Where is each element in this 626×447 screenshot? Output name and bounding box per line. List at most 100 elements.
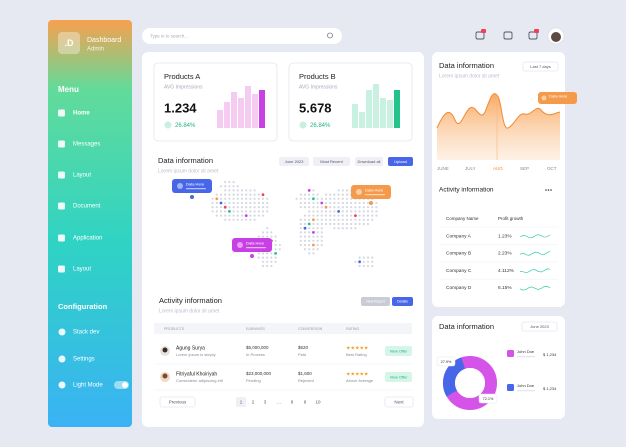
map-tooltip bbox=[232, 238, 272, 252]
map-dot bbox=[228, 201, 231, 205]
tooltip-line bbox=[246, 247, 266, 249]
map-dot bbox=[211, 197, 214, 200]
map-dot bbox=[345, 222, 349, 226]
map-dot bbox=[333, 197, 336, 200]
page-number[interactable]: 1 bbox=[240, 399, 243, 404]
map-dot bbox=[366, 222, 370, 226]
filter[interactable] bbox=[313, 157, 350, 166]
map-dot bbox=[312, 218, 315, 222]
map-dot bbox=[261, 201, 265, 205]
map-dot bbox=[219, 214, 223, 217]
map-dot bbox=[354, 260, 357, 263]
map-dot bbox=[329, 206, 332, 209]
sparkline bbox=[519, 250, 551, 256]
mini-bar bbox=[380, 98, 386, 128]
menu-item[interactable]: Application bbox=[73, 236, 102, 242]
donut-filter[interactable] bbox=[522, 322, 557, 331]
filter[interactable] bbox=[279, 157, 309, 166]
config-item[interactable]: Settings bbox=[73, 357, 95, 363]
row-earnings: $23,000,000 bbox=[246, 371, 272, 376]
map-dot bbox=[228, 185, 231, 188]
map-dot bbox=[253, 218, 256, 221]
map-dot bbox=[244, 214, 248, 218]
menu-item[interactable]: Home bbox=[73, 111, 90, 117]
map-dot bbox=[224, 218, 227, 221]
action-button[interactable] bbox=[392, 297, 413, 306]
mini-bar bbox=[359, 112, 365, 128]
more-dot bbox=[550, 189, 552, 191]
menu-icon bbox=[58, 202, 65, 210]
config-item[interactable]: Stack dev bbox=[73, 330, 99, 336]
page-number[interactable]: 8 bbox=[291, 399, 294, 404]
map-tooltip bbox=[351, 185, 391, 199]
map-dot bbox=[345, 201, 349, 205]
mini-bar bbox=[231, 92, 237, 128]
map-dot bbox=[223, 205, 227, 209]
product-title: Products A bbox=[164, 72, 200, 81]
page-number[interactable]: ... bbox=[277, 399, 281, 404]
map-dot bbox=[215, 214, 218, 217]
map-dot bbox=[266, 264, 269, 268]
config-item[interactable]: Light Mode bbox=[73, 383, 103, 389]
map-dot bbox=[308, 197, 311, 200]
map-dot bbox=[299, 231, 302, 234]
map-dot bbox=[299, 193, 302, 196]
search-box[interactable] bbox=[142, 28, 342, 44]
filter[interactable] bbox=[388, 157, 413, 166]
map-dot bbox=[337, 218, 340, 221]
map-dot bbox=[266, 260, 269, 263]
row-conversion-status: Rejected bbox=[298, 378, 314, 383]
page-number[interactable]: 10 bbox=[315, 399, 321, 404]
row-earnings-status: Pending bbox=[246, 378, 261, 383]
sidebar bbox=[48, 20, 132, 427]
brand-subtitle: Admin bbox=[87, 47, 104, 53]
map-dot bbox=[337, 206, 340, 209]
map-dot bbox=[371, 214, 374, 217]
top-icon[interactable] bbox=[475, 31, 485, 40]
page-number[interactable]: 9 bbox=[304, 399, 307, 404]
top-icon[interactable] bbox=[503, 31, 513, 40]
page-number[interactable]: 2 bbox=[252, 399, 255, 404]
map-dot bbox=[257, 235, 260, 238]
map-dot bbox=[320, 222, 323, 226]
menu-item[interactable]: Messages bbox=[73, 142, 100, 148]
map-dot bbox=[303, 197, 307, 200]
map-dot bbox=[249, 218, 252, 221]
offer-button[interactable] bbox=[385, 346, 412, 356]
map-dot bbox=[308, 201, 311, 205]
range-select[interactable] bbox=[523, 62, 558, 71]
page-number[interactable]: 3 bbox=[264, 399, 267, 404]
map-dot bbox=[366, 260, 370, 263]
tooltip-label: Data Here bbox=[186, 182, 205, 187]
pagination-prev[interactable] bbox=[160, 397, 195, 407]
menu-item[interactable]: Layout bbox=[73, 173, 91, 179]
map-dot bbox=[245, 218, 248, 221]
map-dot bbox=[358, 260, 361, 264]
map-dot bbox=[236, 193, 239, 196]
pagination-next[interactable] bbox=[385, 397, 413, 407]
map-dot bbox=[329, 193, 332, 196]
company-growth: 6.15% bbox=[498, 285, 512, 291]
map-dot bbox=[371, 260, 374, 263]
top-icon[interactable] bbox=[528, 31, 538, 40]
map-dot bbox=[253, 193, 256, 196]
map-dot bbox=[219, 197, 223, 200]
row-earnings-status: In Process bbox=[246, 352, 265, 357]
trend-tooltip bbox=[538, 92, 577, 104]
map-dot bbox=[324, 197, 328, 200]
map-dot bbox=[345, 206, 349, 209]
product-value: 5.678 bbox=[299, 100, 332, 115]
offer-button-label: View Offer bbox=[390, 375, 408, 379]
offer-button[interactable] bbox=[385, 372, 412, 382]
action-button[interactable] bbox=[361, 297, 390, 306]
menu-item[interactable]: Layout bbox=[73, 267, 91, 273]
map-dot bbox=[224, 201, 227, 205]
config-icon bbox=[58, 381, 66, 389]
map-dot bbox=[219, 210, 223, 213]
legend-line bbox=[517, 390, 535, 392]
menu-item[interactable]: Document bbox=[73, 204, 101, 210]
map-dot bbox=[362, 206, 365, 209]
filter[interactable] bbox=[355, 157, 383, 166]
map-dot bbox=[240, 197, 244, 200]
mini-bar bbox=[245, 86, 251, 128]
